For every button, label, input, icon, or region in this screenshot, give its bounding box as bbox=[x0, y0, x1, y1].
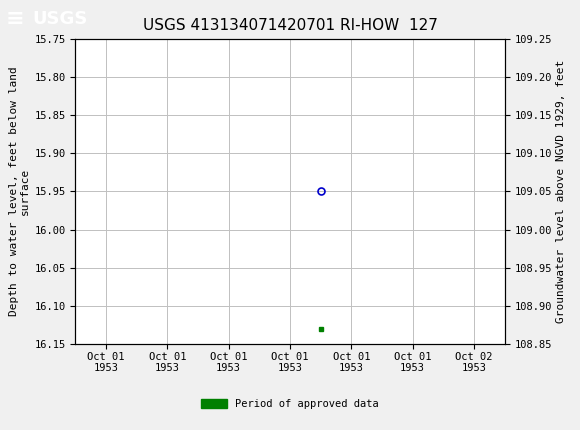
Text: ≡: ≡ bbox=[6, 9, 24, 29]
Legend: Period of approved data: Period of approved data bbox=[197, 395, 383, 414]
Y-axis label: Depth to water level, feet below land
surface: Depth to water level, feet below land su… bbox=[9, 67, 30, 316]
Text: USGS: USGS bbox=[32, 10, 87, 28]
Y-axis label: Groundwater level above NGVD 1929, feet: Groundwater level above NGVD 1929, feet bbox=[556, 60, 566, 323]
Title: USGS 413134071420701 RI-HOW  127: USGS 413134071420701 RI-HOW 127 bbox=[143, 18, 437, 34]
